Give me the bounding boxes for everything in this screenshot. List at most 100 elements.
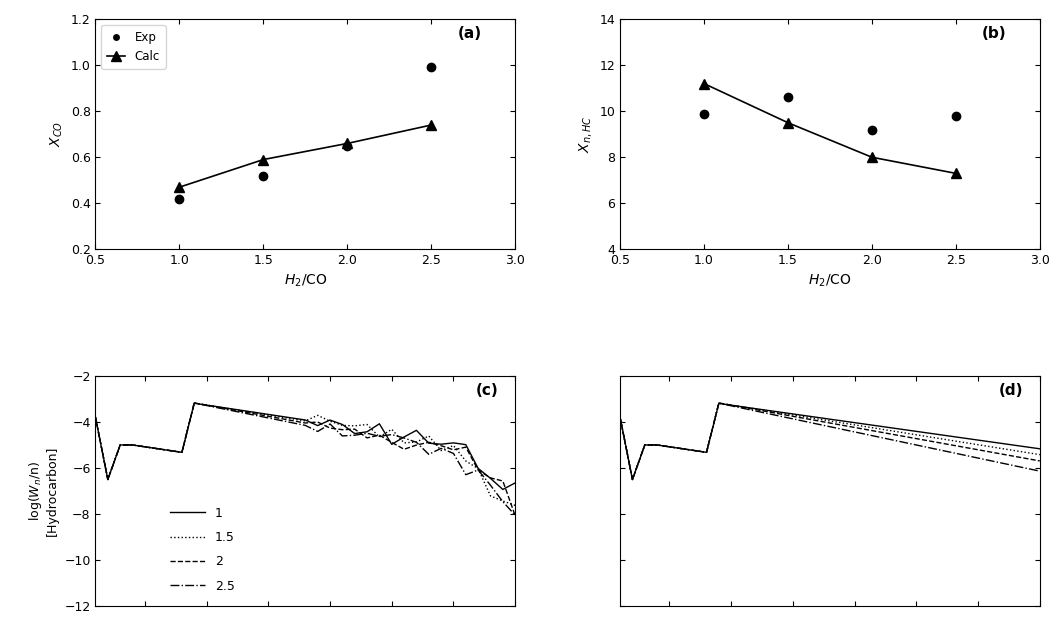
2 <box>324 424 336 432</box>
2.5 <box>435 445 448 452</box>
1 <box>361 428 373 436</box>
Line: 1: 1 <box>95 403 516 489</box>
2.5 <box>484 481 497 489</box>
2.5 <box>459 471 472 478</box>
2 <box>102 476 115 484</box>
2 <box>201 401 213 409</box>
1 <box>398 433 411 441</box>
2.5 <box>497 498 509 505</box>
1 <box>212 403 225 411</box>
1 <box>311 422 324 429</box>
1 <box>484 475 497 482</box>
1 <box>299 416 312 424</box>
2 <box>286 417 299 425</box>
1.5 <box>249 409 262 417</box>
1 <box>385 441 398 449</box>
Y-axis label: $X_{CO}$: $X_{CO}$ <box>49 121 65 147</box>
2.5 <box>447 450 459 457</box>
1 <box>262 411 275 419</box>
2 <box>336 426 349 433</box>
2.5 <box>212 404 225 412</box>
1.5 <box>398 439 411 447</box>
2 <box>385 438 398 446</box>
1.5 <box>447 441 459 449</box>
1.5 <box>175 449 188 456</box>
1.5 <box>89 413 102 421</box>
2.5 <box>163 447 176 454</box>
1 <box>126 441 139 449</box>
2.5 <box>385 431 398 438</box>
2.5 <box>89 413 102 421</box>
1 <box>472 464 485 472</box>
Line: 1.5: 1.5 <box>95 403 516 505</box>
1 <box>175 449 188 456</box>
1 <box>447 439 459 447</box>
1 <box>139 443 152 450</box>
1.5 <box>163 447 176 454</box>
2 <box>275 415 288 422</box>
1 <box>509 479 522 487</box>
2.5 <box>472 466 485 474</box>
2 <box>126 441 139 449</box>
2 <box>188 399 201 407</box>
1.5 <box>299 417 312 425</box>
1 <box>275 412 288 420</box>
1.5 <box>126 441 139 449</box>
1 <box>497 486 509 493</box>
1 <box>410 426 422 434</box>
1 <box>238 407 250 415</box>
1 <box>336 420 349 428</box>
2 <box>398 445 411 453</box>
1.5 <box>497 497 509 505</box>
2.5 <box>373 433 386 440</box>
2 <box>299 419 312 427</box>
2.5 <box>509 512 522 519</box>
Legend: Exp, Calc: Exp, Calc <box>102 25 166 69</box>
2 <box>114 441 126 449</box>
1.5 <box>102 476 115 484</box>
2 <box>212 404 225 412</box>
Y-axis label: log($W_n$/n)
[Hydrocarbon]: log($W_n$/n) [Hydrocarbon] <box>27 446 58 536</box>
2.5 <box>102 476 115 484</box>
X-axis label: $H_2$/CO: $H_2$/CO <box>808 272 852 289</box>
2 <box>225 406 238 413</box>
2.5 <box>126 441 139 449</box>
1.5 <box>139 443 152 450</box>
1.5 <box>509 501 522 509</box>
2.5 <box>275 417 288 424</box>
Text: (b): (b) <box>981 26 1006 41</box>
1.5 <box>275 413 288 421</box>
2.5 <box>262 414 275 422</box>
2 <box>361 434 373 441</box>
1 <box>114 441 126 449</box>
2.5 <box>348 431 361 439</box>
2 <box>249 410 262 418</box>
1.5 <box>348 422 361 429</box>
1.5 <box>201 401 213 409</box>
2.5 <box>139 443 152 450</box>
1.5 <box>212 403 225 411</box>
Text: (d): (d) <box>998 383 1023 398</box>
2 <box>311 418 324 426</box>
2 <box>435 442 448 450</box>
2.5 <box>114 441 126 449</box>
1.5 <box>225 405 238 413</box>
Line: 2: 2 <box>95 403 516 516</box>
1.5 <box>336 422 349 429</box>
2.5 <box>175 449 188 456</box>
2 <box>151 445 163 452</box>
2 <box>373 431 386 439</box>
1.5 <box>114 441 126 449</box>
1 <box>201 401 213 409</box>
2.5 <box>286 419 299 427</box>
1.5 <box>324 417 336 425</box>
1 <box>459 441 472 449</box>
2 <box>447 446 459 454</box>
2 <box>509 512 522 519</box>
1.5 <box>385 426 398 433</box>
2 <box>410 441 422 449</box>
1 <box>188 399 201 407</box>
2 <box>175 449 188 456</box>
1 <box>102 476 115 484</box>
2.5 <box>311 427 324 435</box>
